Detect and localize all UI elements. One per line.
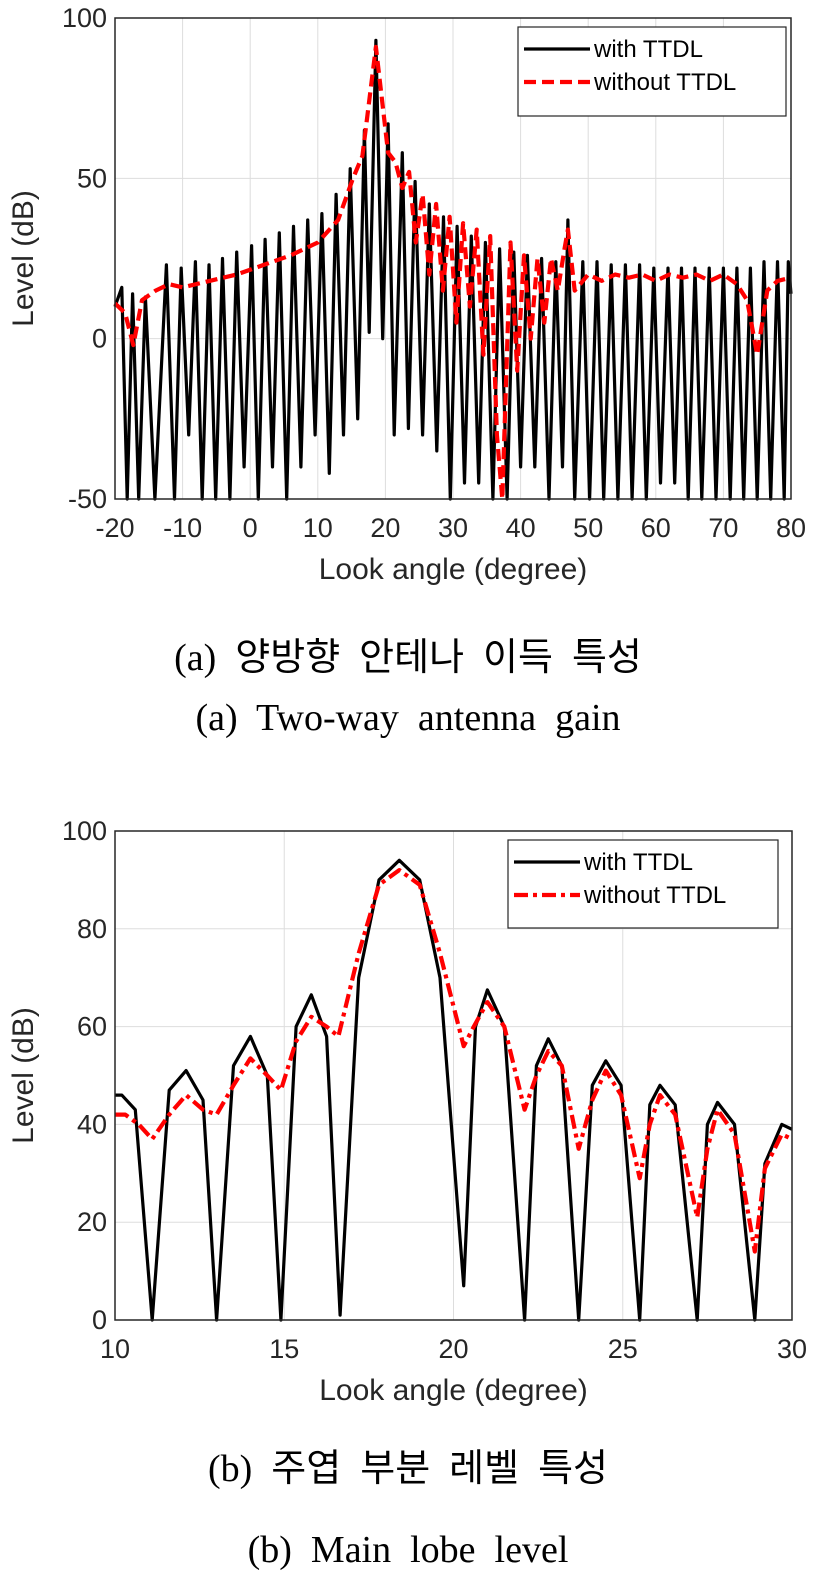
x-tick-label: 30 [438, 513, 468, 543]
chart-a-series [113, 38, 793, 502]
chart-b-y-axis-label: Level (dB) [7, 1007, 40, 1144]
chart-a-frame [114, 17, 792, 500]
y-tick-label: 60 [77, 1012, 107, 1042]
series-line-with-ttdl [113, 38, 793, 501]
chart-a: -20 -10 0 10 20 30 40 50 60 70 80 -50 0 50 100 Level (… [7, 3, 806, 739]
x-tick-label: 25 [608, 1334, 638, 1364]
chart-b-x-axis-label: Look angle (degree) [319, 1374, 588, 1407]
chart-b-tick-labels: 10 15 20 25 30 0 20 40 60 80 100 [62, 816, 807, 1364]
y-tick-label: 0 [92, 324, 107, 354]
chart-b-legend: with TTDL without TTDL [507, 839, 779, 929]
chart-b-caption-korean: (b) 주엽 부분 레벨 특성 [208, 1448, 608, 1490]
y-tick-label: 100 [62, 3, 107, 33]
x-tick-label: 10 [303, 513, 333, 543]
x-tick-label: 15 [269, 1334, 299, 1364]
x-tick-label: 80 [776, 513, 806, 543]
chart-b-frame [114, 830, 793, 1321]
chart-a-legend-box [517, 26, 787, 117]
x-tick-label: -10 [163, 513, 202, 543]
x-tick-label: 30 [777, 1334, 807, 1364]
y-tick-label: 50 [77, 163, 107, 193]
chart-b-legend-box [507, 839, 779, 929]
chart-b: 10 15 20 25 30 0 20 40 60 80 100 Level (dB) Look a… [7, 816, 807, 1571]
y-tick-label: 0 [92, 1305, 107, 1335]
x-tick-label: 60 [641, 513, 671, 543]
y-tick-label: -50 [68, 484, 107, 514]
chart-a-x-axis-label: Look angle (degree) [319, 553, 588, 586]
chart-b-legend-label-with-ttdl: with TTDL [583, 849, 693, 876]
y-tick-label: 40 [77, 1109, 107, 1139]
series-line-without-ttdl [113, 44, 792, 502]
y-tick-label: 80 [77, 914, 107, 944]
x-tick-label: 20 [438, 1334, 468, 1364]
chart-a-legend-label-without-ttdl: without TTDL [593, 69, 736, 96]
x-tick-label: 0 [243, 513, 258, 543]
chart-a-tick-labels: -20 -10 0 10 20 30 40 50 60 70 80 -50 0 50 100 [62, 3, 806, 543]
chart-a-legend-label-with-ttdl: with TTDL [593, 36, 703, 63]
chart-a-y-axis-label: Level (dB) [7, 190, 40, 327]
chart-b-legend-label-without-ttdl: without TTDL [583, 882, 726, 909]
x-tick-label: 10 [100, 1334, 130, 1364]
x-tick-label: 40 [506, 513, 536, 543]
chart-b-series [115, 858, 793, 1322]
chart-a-caption-english: (a) Two-way antenna gain [195, 697, 620, 739]
x-tick-label: 50 [573, 513, 603, 543]
chart-a-legend: with TTDL without TTDL [517, 26, 787, 117]
x-tick-label: -20 [95, 513, 134, 543]
series-line-without-ttdl [115, 867, 793, 1254]
chart-a-caption-korean: (a) 양방향 안테나 이득 특성 [174, 637, 642, 679]
y-tick-label: 20 [77, 1207, 107, 1237]
x-tick-label: 20 [370, 513, 400, 543]
x-tick-label: 70 [708, 513, 738, 543]
y-tick-label: 100 [62, 816, 107, 846]
chart-b-caption-english: (b) Main lobe level [248, 1529, 569, 1571]
